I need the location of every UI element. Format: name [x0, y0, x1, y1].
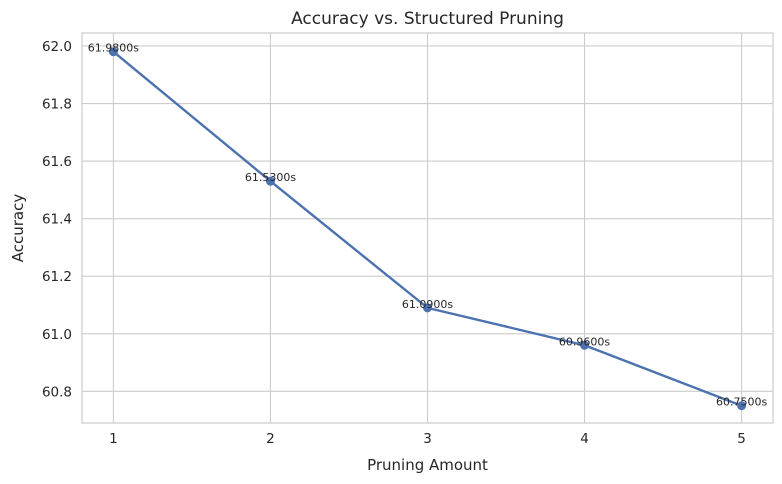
x-axis-label: Pruning Amount	[367, 456, 488, 474]
y-tick-label: 61.4	[42, 212, 72, 228]
data-point	[737, 401, 747, 411]
grid-layer	[82, 33, 773, 423]
y-tick-label: 60.8	[42, 384, 72, 400]
x-tick-label: 5	[737, 431, 746, 447]
x-tick-label: 2	[266, 431, 275, 447]
y-tick-label: 62.0	[42, 39, 72, 55]
x-tick-label: 3	[423, 431, 432, 447]
tick-layer: 1 2 3 4 5 60.8 61.0 61.2 61.4 61.6 61.8 62.0	[42, 39, 746, 447]
y-tick-label: 61.2	[42, 269, 72, 285]
data-label: 60.9600s	[559, 335, 610, 348]
x-tick-label: 4	[580, 431, 589, 447]
y-tick-label: 61.8	[42, 97, 72, 113]
data-label: 61.5300s	[245, 171, 296, 184]
y-tick-label: 61.6	[42, 154, 72, 170]
data-point	[265, 176, 275, 186]
chart-title: Accuracy vs. Structured Pruning	[291, 9, 564, 29]
data-point	[423, 303, 432, 313]
data-point	[580, 340, 590, 350]
data-label: 61.9800s	[88, 42, 139, 55]
plot-frame	[81, 32, 774, 424]
data-label-layer: 61.9800s 61.5300s 61.0900s 60.9600s 60.7500s	[88, 42, 768, 409]
x-tick-label: 1	[109, 431, 118, 447]
y-tick-label: 61.0	[42, 327, 72, 343]
data-point	[108, 47, 118, 57]
data-label: 61.0900s	[402, 298, 453, 311]
series-layer	[108, 47, 747, 411]
y-axis-label: Accuracy	[9, 194, 27, 263]
data-label: 60.7500s	[716, 396, 767, 409]
